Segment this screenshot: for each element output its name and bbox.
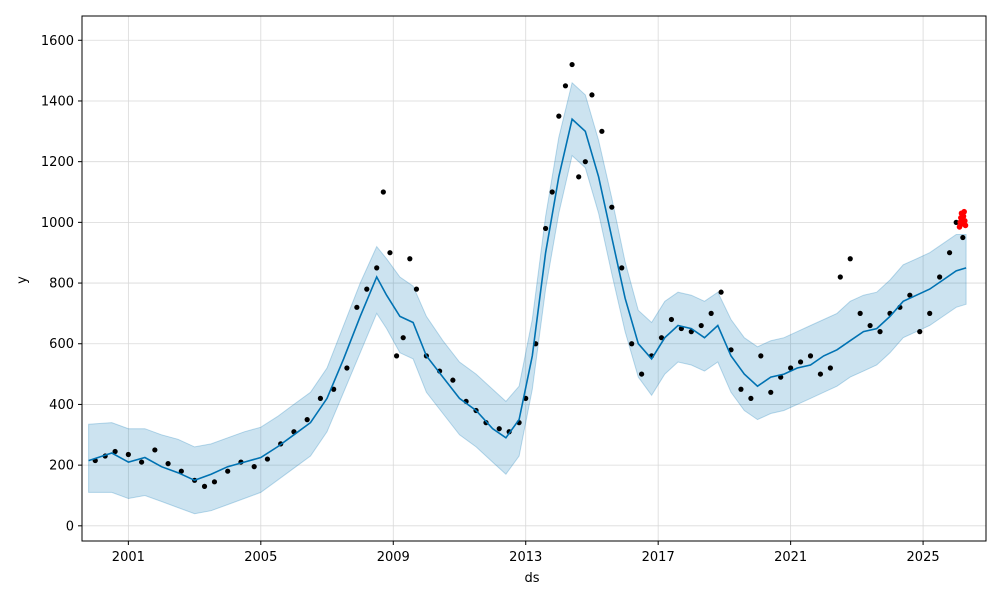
x-tick-label: 2005 xyxy=(244,550,277,565)
x-tick-label: 2025 xyxy=(907,550,940,565)
observed-point xyxy=(413,286,420,292)
observed-point xyxy=(668,316,675,323)
holdout-points-layer xyxy=(956,208,969,230)
holdout-point xyxy=(962,222,969,229)
uncertainty-band xyxy=(88,81,967,515)
observed-point xyxy=(797,359,804,365)
forecast-line-layer xyxy=(88,117,967,482)
observed-point xyxy=(317,395,324,401)
observed-point xyxy=(609,204,615,210)
y-tick-label: 400 xyxy=(49,398,74,413)
observed-point xyxy=(569,61,575,68)
observed-point xyxy=(380,189,386,195)
observed-point xyxy=(658,335,665,341)
observed-point xyxy=(562,83,569,89)
observed-point xyxy=(953,219,959,225)
observed-point xyxy=(589,92,595,98)
observed-point xyxy=(718,289,724,295)
x-tick-label: 2009 xyxy=(377,550,410,565)
observed-point xyxy=(599,128,605,134)
observed-point xyxy=(867,322,873,329)
observed-point xyxy=(817,371,824,377)
x-axis-ticks: 2001 2005 2009 2013 2017 2021 2025 xyxy=(112,541,940,565)
observed-point xyxy=(112,448,118,455)
y-tick-label: 200 xyxy=(49,459,74,474)
observed-point xyxy=(201,483,208,489)
observed-point xyxy=(374,265,380,271)
observed-point xyxy=(619,265,625,271)
observed-point xyxy=(549,189,555,195)
x-axis-label: ds xyxy=(524,571,539,586)
observed-point xyxy=(748,395,754,401)
observed-point xyxy=(542,225,549,232)
observed-point xyxy=(698,322,704,329)
x-tick-label: 2001 xyxy=(112,550,145,565)
observed-point xyxy=(125,451,131,458)
observed-point xyxy=(758,353,764,359)
observed-point xyxy=(847,256,853,262)
plot-frame xyxy=(81,15,987,542)
observed-point xyxy=(639,371,645,377)
observed-point xyxy=(387,250,393,256)
observed-point xyxy=(917,329,923,335)
observed-point xyxy=(556,113,562,119)
observed-point xyxy=(807,353,814,359)
observed-point xyxy=(304,417,310,423)
observed-point xyxy=(582,159,588,165)
x-tick-label: 2013 xyxy=(509,550,542,565)
observed-point xyxy=(354,304,360,310)
observed-point xyxy=(165,461,171,467)
observed-point xyxy=(576,174,582,180)
observed-point xyxy=(877,329,883,335)
holdout-point xyxy=(962,218,968,224)
observed-point xyxy=(927,310,933,316)
observed-point xyxy=(827,365,833,371)
observed-point xyxy=(629,341,635,347)
observed-point xyxy=(496,426,502,432)
observed-point xyxy=(937,274,943,280)
grid-layer xyxy=(82,16,986,541)
observed-point xyxy=(178,468,184,474)
y-tick-label: 1400 xyxy=(41,94,74,109)
y-tick-label: 600 xyxy=(49,337,74,352)
y-tick-label: 0 xyxy=(66,519,74,534)
observed-point xyxy=(857,310,863,316)
observed-point xyxy=(225,468,231,474)
y-tick-label: 800 xyxy=(49,277,74,292)
uncertainty-band-layer xyxy=(88,81,967,515)
observed-point xyxy=(139,459,145,465)
observed-point xyxy=(788,365,794,371)
observed-point xyxy=(907,292,913,298)
x-tick-label: 2017 xyxy=(642,550,675,565)
observed-point xyxy=(393,353,400,359)
x-tick-label: 2021 xyxy=(774,550,807,565)
observed-point xyxy=(251,464,257,470)
observed-point xyxy=(364,286,370,292)
observed-point xyxy=(152,447,158,453)
y-tick-label: 1600 xyxy=(41,34,74,49)
y-axis-label: y xyxy=(15,276,30,284)
observed-point xyxy=(708,310,714,316)
observed-point xyxy=(450,377,456,383)
observed-point xyxy=(407,256,413,262)
observed-point xyxy=(344,365,350,371)
observed-point xyxy=(264,456,271,462)
observed-point xyxy=(738,386,744,392)
y-tick-label: 1000 xyxy=(41,216,74,231)
forecast-line xyxy=(88,117,967,482)
observed-point xyxy=(960,234,966,241)
holdout-point xyxy=(960,213,967,220)
y-tick-label: 1200 xyxy=(41,155,74,170)
observed-point xyxy=(837,274,843,280)
observed-point xyxy=(768,389,774,395)
holdout-point xyxy=(961,208,967,215)
observed-point xyxy=(946,250,953,256)
observed-point xyxy=(211,479,218,485)
observed-point xyxy=(331,386,337,392)
observed-point xyxy=(400,335,406,341)
y-axis-ticks: 0 200 400 600 800 1000 1200 1400 1600 xyxy=(41,34,82,534)
